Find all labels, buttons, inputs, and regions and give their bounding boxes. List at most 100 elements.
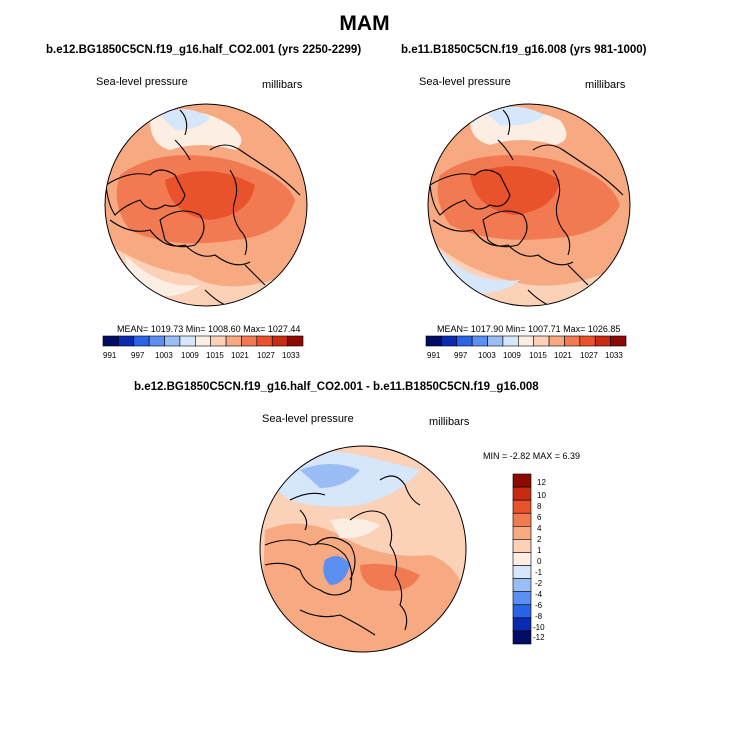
panel3-colorbar-swatch — [512, 604, 532, 619]
panel3-field-near-zero — [330, 518, 380, 539]
panel2-cbar-tick: 1009 — [503, 351, 521, 360]
panel1-colorbar-swatch — [102, 335, 119, 347]
panel1-colorbar-swatch — [195, 335, 211, 347]
panel2-colorbar-swatch — [518, 335, 534, 347]
panel1-cbar-tick: 1015 — [206, 351, 224, 360]
panel1-colorbar-swatch — [133, 335, 150, 347]
panel3-colorbar-swatch — [512, 565, 532, 579]
panel1-field-peak — [170, 178, 210, 202]
panel1-cbar-tick: 997 — [131, 351, 145, 360]
panel3-colorbar-swatch — [512, 630, 532, 645]
panel1-variable-label: Sea-level pressure — [96, 76, 188, 88]
panel2-colorbar-swatch — [471, 335, 488, 347]
panel3-cbar-tick: 12 — [537, 478, 546, 487]
panel1-cbar-tick: 991 — [103, 351, 117, 360]
panel3-colorbar-swatch — [512, 617, 532, 632]
panel2-cbar-tick: 1003 — [478, 351, 496, 360]
panel3-cbar-tick: -4 — [535, 590, 543, 599]
panel3-colorbar-swatch — [512, 486, 532, 501]
panel1-stats: MEAN= 1019.73 Min= 1008.60 Max= 1027.44 — [117, 324, 301, 334]
panel3-colorbar-swatch — [512, 539, 532, 553]
panel2-title: b.e11.B1850C5CN.f19_g16.008 (yrs 981-100… — [401, 44, 647, 56]
panel3-cbar-tick: -1 — [535, 568, 543, 577]
panel1-field-north-blue — [160, 109, 210, 130]
panel3-variable-label: Sea-level pressure — [262, 413, 354, 425]
panel2-cbar-tick: 1033 — [605, 351, 623, 360]
panel3-cbar-tick: 8 — [537, 502, 542, 511]
panel2-colorbar-swatch — [548, 335, 565, 347]
panel3-cbar-tick: 2 — [537, 535, 542, 544]
panel3-field-negative-greenland — [323, 556, 350, 585]
panel1-colorbar-swatch — [210, 335, 227, 347]
panel2-field-north-blue — [485, 106, 545, 126]
panel3-colorbar-swatch — [512, 578, 532, 592]
panel3-cbar-tick: 4 — [537, 524, 542, 533]
panel2-colorbar-swatch — [425, 335, 442, 347]
figure-title: MAM — [339, 12, 390, 35]
panel1-colorbar-swatch — [118, 335, 135, 347]
panel1-cbar-tick: 1027 — [257, 351, 275, 360]
panel2-colorbar-swatch — [487, 335, 504, 347]
panel3-units-label: millibars — [429, 416, 470, 428]
panel2-colorbar-swatch — [456, 335, 473, 347]
panel2-cbar-tick: 1027 — [580, 351, 598, 360]
panel1-cbar-tick: 1033 — [282, 351, 300, 360]
panel3-cbar-tick: 1 — [537, 546, 542, 555]
panel1-colorbar-swatch — [148, 335, 165, 347]
panel1-colorbar-swatch — [225, 335, 242, 347]
panel3-map — [260, 446, 466, 652]
panel1-colorbar-swatch — [287, 335, 304, 347]
panel3-map-border — [259, 445, 467, 653]
panel3-colorbar — [512, 473, 532, 645]
panel2-variable-label: Sea-level pressure — [419, 76, 511, 88]
panel3-coastlines — [264, 475, 421, 636]
panel3-cbar-tick: -6 — [535, 601, 543, 610]
panel3-colorbar-swatch — [512, 512, 532, 527]
panel2-colorbar-swatch — [564, 335, 581, 347]
panel2-map — [428, 104, 630, 306]
panel3-colorbar-swatch — [512, 526, 532, 540]
panel3-cbar-tick: -12 — [533, 633, 545, 642]
panel1-colorbar-swatch — [164, 335, 181, 347]
panel3-colorbar-swatch — [512, 473, 532, 488]
panel2-colorbar-swatch — [533, 335, 550, 347]
panel3-stats: MIN = -2.82 MAX = 6.39 — [483, 451, 581, 461]
panel2-cbar-tick: 991 — [427, 351, 441, 360]
panel1-colorbar-swatch — [271, 335, 288, 347]
panel3-colorbar-swatch — [512, 591, 532, 606]
panel3-field-positive — [260, 523, 466, 652]
panel1-cbar-tick: 1003 — [155, 351, 173, 360]
panel2-cbar-tick: 1015 — [529, 351, 547, 360]
panel1-cbar-tick: 1009 — [181, 351, 199, 360]
panel3-colorbar-swatch — [512, 552, 532, 566]
panel2-colorbar-swatch — [594, 335, 611, 347]
panel2-units-label: millibars — [585, 79, 626, 91]
panel2-colorbar-swatch — [579, 335, 596, 347]
panel3-cbar-tick: -8 — [535, 612, 543, 621]
panel3-cbar-tick: -10 — [533, 623, 545, 632]
panel2-cbar-tick: 1021 — [554, 351, 572, 360]
panel1-cbar-tick: 1021 — [231, 351, 249, 360]
panel2-field-highest — [470, 166, 560, 215]
panel3-field-negative-core — [300, 464, 360, 488]
panel2-colorbar — [425, 335, 627, 347]
panel3-field-positive-peak — [360, 563, 420, 591]
panel3-cbar-tick: -2 — [535, 579, 543, 588]
panel2-colorbar-swatch — [502, 335, 519, 347]
panel2-map-border — [427, 103, 631, 307]
panel1-colorbar-swatch — [179, 335, 196, 347]
panel2-colorbar-swatch — [610, 335, 627, 347]
panel2-cbar-tick: 997 — [454, 351, 468, 360]
panel3-cbar-tick: 0 — [537, 557, 542, 566]
panel1-units-label: millibars — [262, 79, 303, 91]
panel3-title: b.e12.BG1850C5CN.f19_g16.half_CO2.001 - … — [134, 381, 539, 393]
panel1-map-border — [104, 103, 308, 307]
panel3-cbar-tick: 10 — [537, 491, 546, 500]
panel2-stats: MEAN= 1017.90 Min= 1007.71 Max= 1026.85 — [437, 324, 621, 334]
panel2-colorbar-swatch — [441, 335, 458, 347]
panel1-colorbar — [102, 335, 304, 347]
panel3-cbar-tick: 6 — [537, 513, 542, 522]
panel1-map — [105, 104, 307, 306]
panel1-title: b.e12.BG1850C5CN.f19_g16.half_CO2.001 (y… — [46, 44, 362, 56]
